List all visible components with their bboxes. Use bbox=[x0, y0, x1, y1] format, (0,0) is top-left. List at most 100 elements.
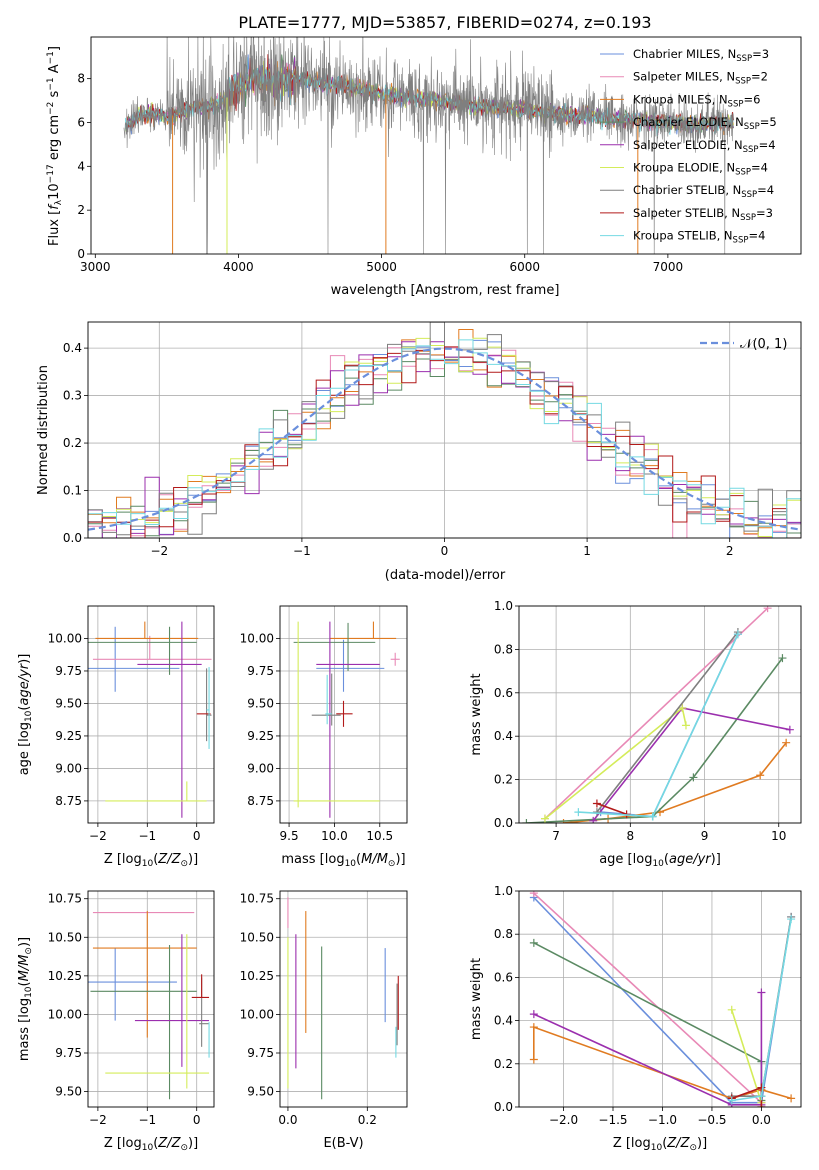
x-tick-label: 9.5 bbox=[280, 829, 299, 843]
axes-frame bbox=[90, 36, 802, 255]
normal-curve bbox=[88, 347, 801, 531]
axes-frame bbox=[87, 890, 215, 1108]
y-tick-label: 4 bbox=[77, 159, 85, 173]
legend-label: Chabrier MILES, NSSP=3 bbox=[633, 47, 769, 64]
weight-line bbox=[533, 942, 763, 1101]
y-tick-label: 0.4 bbox=[494, 1014, 513, 1028]
axes-frame bbox=[279, 890, 408, 1108]
x-tick-label: 10 bbox=[771, 829, 786, 843]
x-tick-label: −2 bbox=[89, 829, 107, 843]
label-part: Chabrier STELIB, N bbox=[633, 183, 741, 197]
label-part: age/yr bbox=[17, 662, 32, 705]
label-part: Kroupa ELODIE, N bbox=[633, 161, 735, 175]
label-part: =4 bbox=[748, 229, 765, 243]
label-part: SSP bbox=[736, 54, 752, 64]
weight-line bbox=[544, 607, 769, 820]
weight-marker bbox=[681, 721, 690, 730]
label-part: Z [log bbox=[104, 1136, 142, 1151]
weight-marker bbox=[778, 654, 787, 663]
x-axis-label: (data-model)/error bbox=[385, 568, 506, 583]
x-tick-label: 5000 bbox=[366, 260, 397, 274]
x-tick-label: −2 bbox=[89, 1113, 107, 1127]
histogram-8 bbox=[88, 339, 801, 538]
y-tick-label: 9.50 bbox=[247, 696, 274, 710]
label-part: =3 bbox=[756, 206, 773, 220]
x-tick-label: −0.5 bbox=[697, 1113, 726, 1127]
label-part: Salpeter ELODIE, N bbox=[633, 138, 743, 152]
legend-label: Salpeter MILES, NSSP=2 bbox=[633, 70, 768, 87]
weight-line bbox=[533, 992, 763, 1106]
label-part: SSP bbox=[743, 145, 759, 155]
weight-marker bbox=[574, 808, 583, 817]
y-tick-label: 0.1 bbox=[63, 484, 82, 498]
label-part: f bbox=[47, 203, 62, 210]
errorbar-group bbox=[293, 621, 400, 818]
y-tick-label: 9.75 bbox=[55, 1046, 82, 1060]
x-axis-label: wavelength [Angstrom, rest frame] bbox=[331, 283, 560, 298]
label-part: )] bbox=[711, 852, 721, 867]
label-part: 10 bbox=[142, 1143, 154, 1153]
y-tick-label: 0.2 bbox=[494, 1057, 513, 1071]
weight-marker bbox=[529, 1023, 538, 1032]
y-tick-label: 0.0 bbox=[494, 1100, 513, 1114]
weight-marker bbox=[529, 938, 538, 947]
y-tick-label: 10.75 bbox=[48, 892, 82, 906]
legend-label: Salpeter STELIB, NSSP=3 bbox=[633, 206, 773, 223]
y-tick-label: 10.00 bbox=[240, 1007, 274, 1021]
label-part: ( bbox=[17, 706, 32, 711]
x-tick-label: −1.0 bbox=[648, 1113, 677, 1127]
label-part: M/M bbox=[17, 955, 32, 982]
x-tick-label: 8 bbox=[626, 829, 634, 843]
x-tick-label: 0 bbox=[193, 1113, 201, 1127]
axes-frame bbox=[87, 605, 215, 824]
label-part: mass [log bbox=[281, 852, 344, 867]
label-part: =4 bbox=[759, 138, 776, 152]
y-axis-label: mass weight bbox=[469, 958, 484, 1040]
x-tick-label: 2 bbox=[726, 544, 734, 558]
y-tick-label: 0.2 bbox=[63, 436, 82, 450]
y-tick-label: 9.50 bbox=[55, 696, 82, 710]
label-part: Z [log bbox=[104, 852, 142, 867]
label-part: age/yr bbox=[669, 852, 712, 867]
x-axis-label: E(B-V) bbox=[323, 1136, 363, 1151]
y-axis-label: Normed distribution bbox=[36, 365, 51, 495]
weight-marker bbox=[782, 738, 791, 747]
label-part: 10 bbox=[142, 859, 154, 869]
y-tick-label: 9.75 bbox=[247, 1046, 274, 1060]
weight-marker bbox=[678, 703, 687, 712]
x-tick-label: 4000 bbox=[223, 260, 254, 274]
weight-marker bbox=[757, 1083, 766, 1092]
label-part: =3 bbox=[752, 47, 769, 61]
label-part: ⊙ bbox=[388, 859, 396, 869]
x-tick-label: 3000 bbox=[80, 260, 111, 274]
label-part: M/M bbox=[361, 852, 388, 867]
x-tick-label: 0.0 bbox=[278, 1113, 297, 1127]
label-part: 10 bbox=[24, 710, 34, 722]
label-part: ( bbox=[356, 852, 361, 867]
legend-label: Kroupa ELODIE, NSSP=4 bbox=[633, 161, 768, 178]
weight-marker bbox=[756, 771, 765, 780]
label-part: Z/Z bbox=[157, 1136, 181, 1151]
weight-marker bbox=[787, 915, 796, 924]
errorbar-group bbox=[88, 911, 210, 1100]
weight-marker bbox=[529, 1010, 538, 1019]
label-part: 10 bbox=[651, 1143, 663, 1153]
weight-marker bbox=[757, 988, 766, 997]
y-tick-label: 0.0 bbox=[494, 816, 513, 830]
y-tick-label: 9.25 bbox=[247, 729, 274, 743]
weight-marker bbox=[540, 814, 549, 823]
label-part: E(B-V) bbox=[323, 1136, 363, 1151]
weight-marker bbox=[763, 606, 772, 613]
legend-label: Chabrier STELIB, NSSP=4 bbox=[633, 183, 774, 200]
y-tick-label: 9.50 bbox=[55, 1085, 82, 1099]
x-tick-label: 6000 bbox=[509, 260, 540, 274]
label-part: Chabrier ELODIE, N bbox=[633, 115, 744, 129]
errorbar-group bbox=[88, 621, 212, 818]
label-part: =4 bbox=[751, 161, 768, 175]
label-part: Chabrier MILES, N bbox=[633, 47, 736, 61]
label-part: ⊙ bbox=[689, 1143, 697, 1153]
y-tick-label: 0.4 bbox=[494, 729, 513, 743]
x-tick-label: 0 bbox=[441, 544, 449, 558]
x-tick-label: −1 bbox=[138, 829, 156, 843]
